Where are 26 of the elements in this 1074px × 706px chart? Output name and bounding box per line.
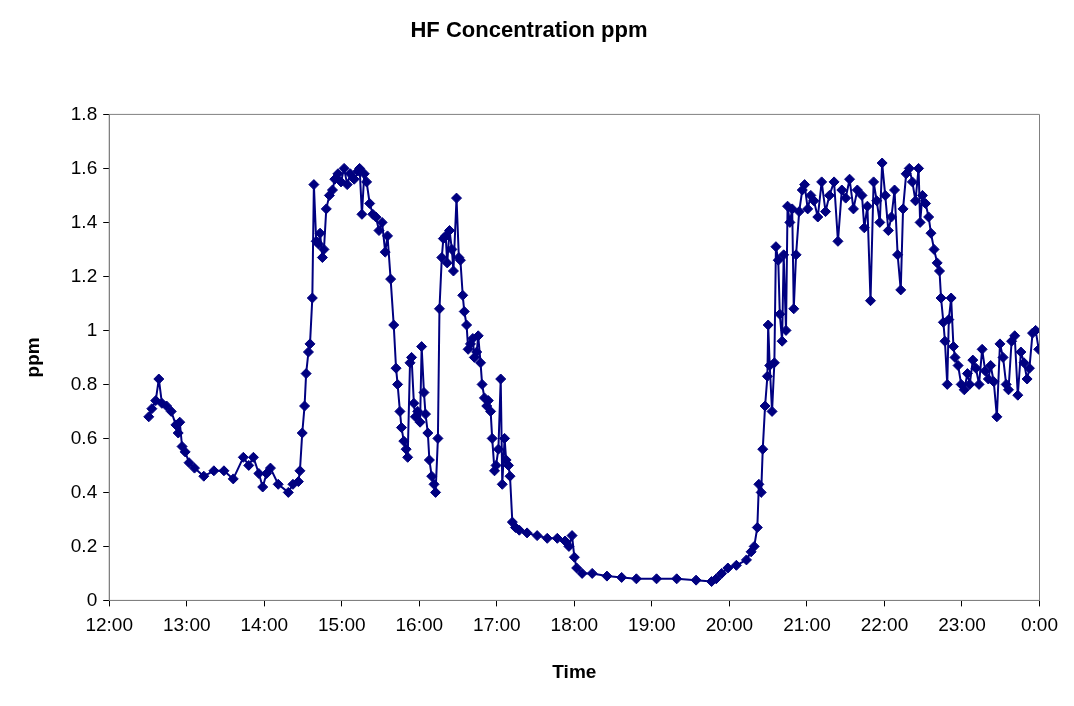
x-axis-title: Time	[552, 660, 597, 682]
y-tick-label: 0.6	[70, 426, 98, 448]
x-tick-label: 18:00	[550, 614, 599, 636]
y-tick-label: 1.2	[70, 264, 98, 286]
x-tick-label: 12:00	[85, 614, 133, 636]
x-tick-label: 21:00	[783, 614, 831, 636]
x-tick-label: 19:00	[628, 614, 676, 636]
x-tick-label: 13:00	[162, 614, 211, 636]
y-tick-label: 0.4	[70, 480, 98, 502]
chart-title: HF Concentration ppm	[410, 17, 648, 43]
y-tick-label: 0.2	[70, 534, 98, 556]
x-tick-label: 15:00	[318, 614, 366, 636]
y-tick-label: 0.8	[70, 372, 98, 394]
y-tick-label: 1	[86, 318, 98, 340]
x-tick-label: 17:00	[473, 614, 521, 636]
y-tick-label: 1.8	[70, 102, 98, 124]
y-tick-label: 1.6	[70, 156, 98, 178]
y-tick-label: 1.4	[70, 210, 98, 232]
x-tick-label: 22:00	[860, 614, 909, 636]
y-tick-label: 0	[86, 588, 98, 610]
x-tick-label: 20:00	[705, 614, 754, 636]
x-tick-label: 23:00	[938, 614, 986, 636]
x-tick-label: 16:00	[395, 614, 444, 636]
y-axis-title: ppm	[21, 337, 43, 378]
x-tick-label: 0:00	[1021, 614, 1058, 636]
x-tick-label: 14:00	[240, 614, 289, 636]
